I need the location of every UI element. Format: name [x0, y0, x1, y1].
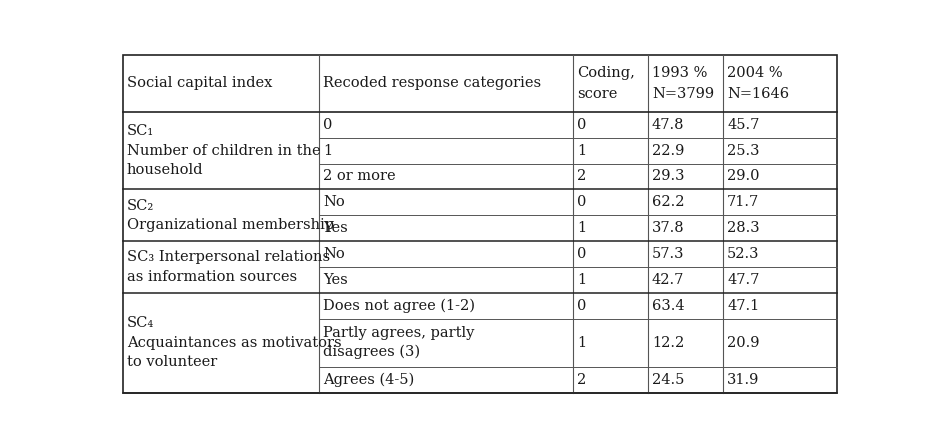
- Text: 29.3: 29.3: [652, 170, 685, 183]
- Text: 63.4: 63.4: [652, 299, 685, 313]
- Text: Coding,
score: Coding, score: [577, 66, 635, 101]
- Text: SC₂
Organizational membership: SC₂ Organizational membership: [127, 198, 334, 232]
- Text: 1: 1: [577, 336, 587, 350]
- Text: SC₄
Acquaintances as motivators
to volunteer: SC₄ Acquaintances as motivators to volun…: [127, 316, 342, 369]
- Text: Yes: Yes: [323, 273, 348, 287]
- Text: 2 or more: 2 or more: [323, 170, 396, 183]
- Text: Recoded response categories: Recoded response categories: [323, 76, 542, 90]
- Text: 28.3: 28.3: [727, 221, 759, 235]
- Text: 2004 %
N=1646: 2004 % N=1646: [727, 66, 789, 101]
- Text: 22.9: 22.9: [652, 144, 685, 158]
- Text: 20.9: 20.9: [727, 336, 759, 350]
- Text: No: No: [323, 195, 345, 210]
- Text: 0: 0: [577, 247, 587, 261]
- Text: Does not agree (1-2): Does not agree (1-2): [323, 299, 475, 313]
- Text: SC₁
Number of children in the
household: SC₁ Number of children in the household: [127, 124, 320, 177]
- Text: 24.5: 24.5: [652, 373, 685, 387]
- Text: 52.3: 52.3: [727, 247, 759, 261]
- Text: 42.7: 42.7: [652, 273, 685, 287]
- Text: 1: 1: [577, 273, 587, 287]
- Text: 31.9: 31.9: [727, 373, 759, 387]
- Text: Partly agrees, partly
disagrees (3): Partly agrees, partly disagrees (3): [323, 326, 474, 359]
- Text: 1: 1: [577, 221, 587, 235]
- Text: 0: 0: [577, 299, 587, 313]
- Text: 1993 %
N=3799: 1993 % N=3799: [652, 66, 715, 101]
- Text: Social capital index: Social capital index: [127, 76, 272, 90]
- Text: 2: 2: [577, 170, 587, 183]
- Text: 62.2: 62.2: [652, 195, 685, 210]
- Text: 47.8: 47.8: [652, 118, 685, 132]
- Text: 29.0: 29.0: [727, 170, 759, 183]
- Text: 47.7: 47.7: [727, 273, 759, 287]
- Text: 45.7: 45.7: [727, 118, 759, 132]
- Text: 25.3: 25.3: [727, 144, 759, 158]
- Text: Agrees (4-5): Agrees (4-5): [323, 373, 415, 387]
- Text: SC₃ Interpersonal relations
as information sources: SC₃ Interpersonal relations as informati…: [127, 250, 330, 284]
- Text: 1: 1: [323, 144, 333, 158]
- Text: 12.2: 12.2: [652, 336, 685, 350]
- Text: 1: 1: [577, 144, 587, 158]
- Text: 37.8: 37.8: [652, 221, 685, 235]
- Text: Yes: Yes: [323, 221, 348, 235]
- Text: No: No: [323, 247, 345, 261]
- Text: 71.7: 71.7: [727, 195, 759, 210]
- Text: 2: 2: [577, 373, 587, 387]
- Text: 47.1: 47.1: [727, 299, 759, 313]
- Text: 0: 0: [323, 118, 333, 132]
- Text: 0: 0: [577, 118, 587, 132]
- Text: 0: 0: [577, 195, 587, 210]
- Text: 57.3: 57.3: [652, 247, 685, 261]
